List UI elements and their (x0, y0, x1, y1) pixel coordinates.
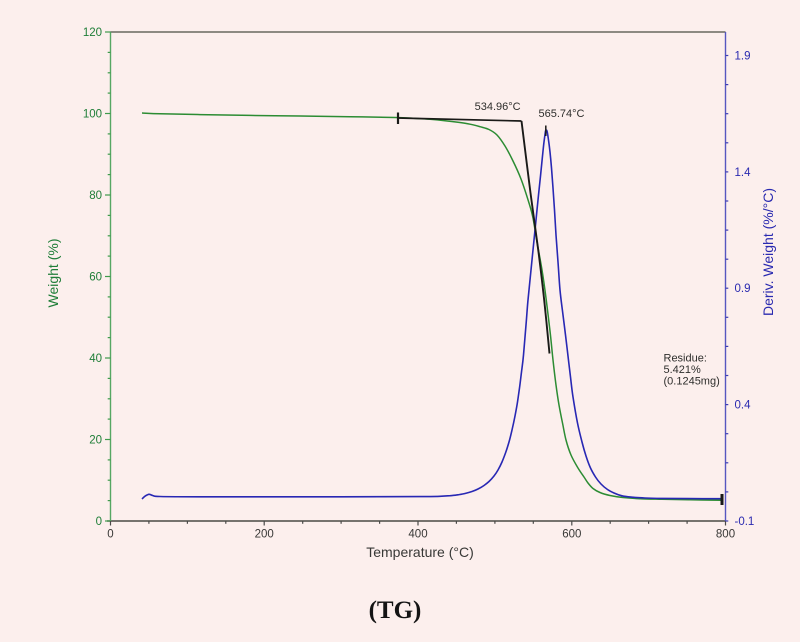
svg-text:600: 600 (562, 529, 581, 541)
svg-text:1.4: 1.4 (735, 167, 752, 179)
svg-text:0: 0 (96, 516, 102, 528)
svg-text:1.9: 1.9 (735, 51, 751, 63)
svg-text:-0.1: -0.1 (735, 516, 755, 528)
svg-text:Temperature (°C): Temperature (°C) (366, 544, 474, 560)
svg-text:Deriv. Weight (%/°C): Deriv. Weight (%/°C) (760, 188, 776, 316)
svg-text:40: 40 (89, 353, 102, 365)
svg-text:20: 20 (89, 435, 102, 447)
svg-text:0.9: 0.9 (735, 283, 751, 295)
svg-text:534.96°C: 534.96°C (475, 101, 521, 113)
svg-text:(TG): (TG) (369, 597, 422, 624)
svg-text:120: 120 (83, 27, 102, 39)
svg-text:800: 800 (716, 529, 735, 541)
svg-text:100: 100 (83, 109, 102, 121)
svg-text:80: 80 (89, 190, 102, 202)
svg-text:200: 200 (255, 529, 274, 541)
svg-text:0: 0 (107, 529, 113, 541)
svg-text:Weight (%): Weight (%) (45, 239, 61, 308)
svg-text:565.74°C: 565.74°C (539, 108, 585, 120)
svg-text:60: 60 (89, 272, 102, 284)
svg-text:Residue:: Residue: (664, 353, 707, 365)
svg-text:(0.1245mg): (0.1245mg) (664, 376, 720, 388)
svg-text:400: 400 (408, 529, 427, 541)
svg-text:0.4: 0.4 (735, 400, 752, 412)
svg-text:5.421%: 5.421% (664, 364, 702, 376)
